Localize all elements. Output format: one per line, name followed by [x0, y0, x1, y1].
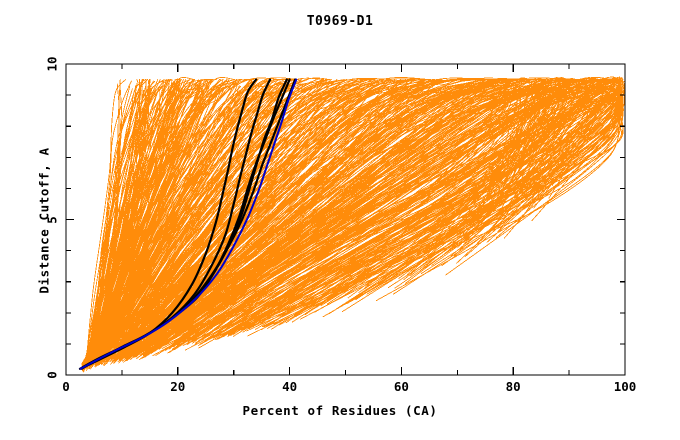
y-tick-label: 0	[44, 371, 60, 379]
axes-group	[65, 63, 626, 376]
x-tick-label: 0	[62, 379, 70, 394]
y-axis-label: Distance Cutoff, A	[36, 147, 52, 294]
x-axis-label: Percent of Residues (CA)	[242, 403, 438, 418]
x-tick-label: 60	[393, 379, 409, 394]
x-tick-label: 40	[282, 379, 298, 394]
x-tick-label: 80	[505, 379, 521, 394]
x-tick-label: 20	[170, 379, 186, 394]
page-title: T0969-D1	[306, 14, 374, 29]
x-tick-label: 100	[613, 379, 637, 394]
curve-group	[78, 76, 625, 373]
y-tick-label: 10	[44, 56, 60, 72]
